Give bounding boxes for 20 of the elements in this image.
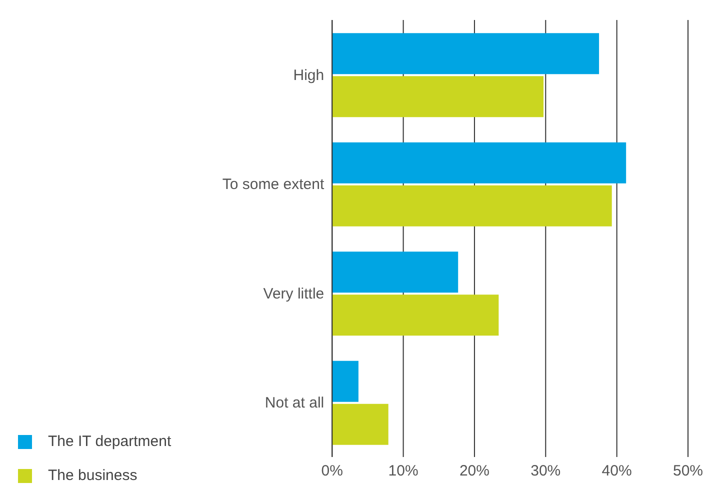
legend-label: The business xyxy=(48,467,138,484)
bar xyxy=(332,76,544,118)
x-tick-label: 10% xyxy=(388,462,418,480)
y-tick-label: To some extent xyxy=(222,176,325,194)
x-tick-label: 20% xyxy=(459,462,490,480)
x-tick-label: 50% xyxy=(672,462,704,480)
bar xyxy=(332,252,458,293)
bar xyxy=(332,185,612,226)
x-tick-label: 30% xyxy=(530,462,561,480)
bar xyxy=(332,360,358,402)
bar xyxy=(332,404,388,445)
y-tick-label: Very little xyxy=(263,285,324,302)
bar xyxy=(332,142,626,184)
y-tick-label: Not at all xyxy=(264,394,324,412)
bar xyxy=(332,33,600,74)
bar xyxy=(332,294,499,336)
y-tick-label: High xyxy=(293,66,324,84)
x-tick-label: 40% xyxy=(602,462,632,480)
x-tick-label: 0% xyxy=(321,462,343,480)
legend-label: The IT department xyxy=(48,433,172,450)
